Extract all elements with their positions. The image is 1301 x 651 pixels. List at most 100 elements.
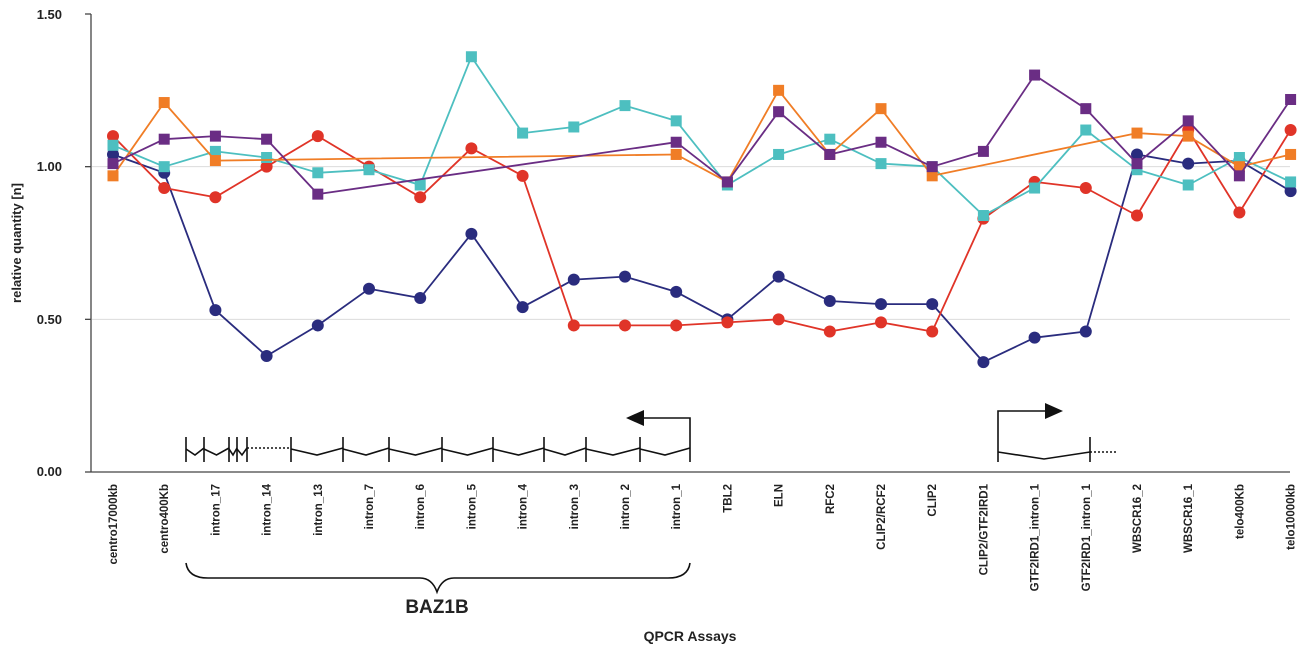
data-point xyxy=(260,160,273,173)
data-point xyxy=(516,301,529,314)
data-point xyxy=(875,298,887,311)
y-tick-label: 0.50 xyxy=(37,312,62,327)
intron-line xyxy=(388,447,443,456)
data-point xyxy=(926,298,939,311)
x-ticks: centro17000kb centro400Kb intron_17 intron_… xyxy=(108,483,1298,591)
data-point xyxy=(1131,164,1143,176)
y-tick-label: 0.00 xyxy=(37,464,62,479)
data-point xyxy=(670,285,683,298)
data-point xyxy=(875,136,887,148)
intron-line xyxy=(441,447,494,456)
data-point xyxy=(1080,103,1092,115)
data-point xyxy=(721,316,734,329)
x-tick-label: intron_2 xyxy=(620,484,632,529)
intron-line xyxy=(639,447,691,456)
x-tick-label: intron_1 xyxy=(671,483,683,529)
data-point xyxy=(1284,185,1297,198)
data-point xyxy=(824,148,836,160)
data-point xyxy=(363,164,375,176)
data-point xyxy=(1029,182,1041,194)
x-tick-label: intron_14 xyxy=(262,483,274,535)
intron-line xyxy=(290,447,344,456)
x-tick-label: intron_7 xyxy=(364,484,376,529)
gene-bracket xyxy=(185,562,691,595)
data-point xyxy=(516,169,529,182)
data-point xyxy=(977,356,990,369)
data-point xyxy=(824,133,836,145)
series-line xyxy=(112,74,1292,196)
data-point xyxy=(1233,170,1245,182)
data-point xyxy=(670,148,682,160)
series-line xyxy=(112,153,1292,364)
intron-line xyxy=(492,447,545,456)
y-axis-title: relative quantity [n] xyxy=(9,183,24,303)
data-point xyxy=(1079,182,1092,195)
x-tick-label: CLIP2/RCF2 xyxy=(876,484,888,550)
x-tick-label: telo400Kb xyxy=(1234,484,1246,539)
data-point xyxy=(465,227,478,240)
data-point xyxy=(567,319,580,332)
data-point xyxy=(363,282,375,295)
data-point xyxy=(1131,148,1143,161)
gene-bracket-label: BAZ1B xyxy=(405,597,468,618)
intron-line xyxy=(236,447,248,457)
y-tick-label: 1.50 xyxy=(37,7,62,22)
x-tick-label: telo10000kb xyxy=(1286,484,1298,550)
data-point xyxy=(772,270,785,283)
data-point xyxy=(107,130,119,143)
data-point xyxy=(977,145,989,157)
data-point xyxy=(568,121,580,133)
data-point xyxy=(773,106,785,118)
data-point xyxy=(414,191,427,204)
data-point xyxy=(926,325,939,338)
intron-line xyxy=(997,451,1091,460)
series-line xyxy=(112,55,1291,217)
x-tick-label: CLIP2 xyxy=(927,484,939,517)
data-point xyxy=(1029,69,1041,81)
series-0 xyxy=(107,148,1297,369)
data-point xyxy=(1131,158,1143,170)
series xyxy=(107,51,1297,369)
data-point xyxy=(1182,157,1195,170)
data-point xyxy=(311,130,324,143)
data-point xyxy=(670,319,683,332)
data-point xyxy=(977,210,989,222)
data-point xyxy=(926,161,938,173)
data-point xyxy=(517,127,529,139)
intron-line xyxy=(228,447,238,457)
data-point xyxy=(261,152,273,164)
data-point xyxy=(209,130,221,142)
intron-line xyxy=(585,447,641,456)
arrow-head-icon xyxy=(1045,403,1063,419)
data-point xyxy=(670,115,682,127)
x-tick-label: GTF2IRD1_intron_1 xyxy=(1030,483,1042,591)
data-point xyxy=(619,100,631,112)
data-point xyxy=(1182,130,1194,142)
x-tick-label: intron_3 xyxy=(569,484,581,529)
intron-line xyxy=(543,447,587,456)
data-point xyxy=(1284,124,1297,137)
x-axis-title: QPCR Assays xyxy=(644,628,737,644)
data-point xyxy=(1131,127,1143,139)
data-point xyxy=(260,349,273,362)
data-point xyxy=(619,270,631,283)
y-ticks: 0.00 0.50 1.00 1.50 xyxy=(37,7,62,479)
transcription-arrow xyxy=(640,417,691,437)
data-point xyxy=(875,103,887,115)
x-tick-label: WBSCR16_2 xyxy=(1132,484,1144,553)
series-line xyxy=(112,129,1292,333)
data-point xyxy=(158,97,170,109)
x-tick-label: GTF2IRD1_intron_1 xyxy=(1081,483,1093,591)
data-point xyxy=(1182,179,1194,191)
data-point xyxy=(670,136,682,148)
data-point xyxy=(773,148,785,160)
data-point xyxy=(1285,93,1297,105)
x-tick-label: ELN xyxy=(774,484,786,507)
data-point xyxy=(875,158,887,170)
x-tick-label: centro17000kb xyxy=(108,484,120,565)
data-point xyxy=(1233,206,1246,219)
data-point xyxy=(209,304,222,317)
data-point xyxy=(107,170,119,182)
data-point xyxy=(823,325,836,338)
